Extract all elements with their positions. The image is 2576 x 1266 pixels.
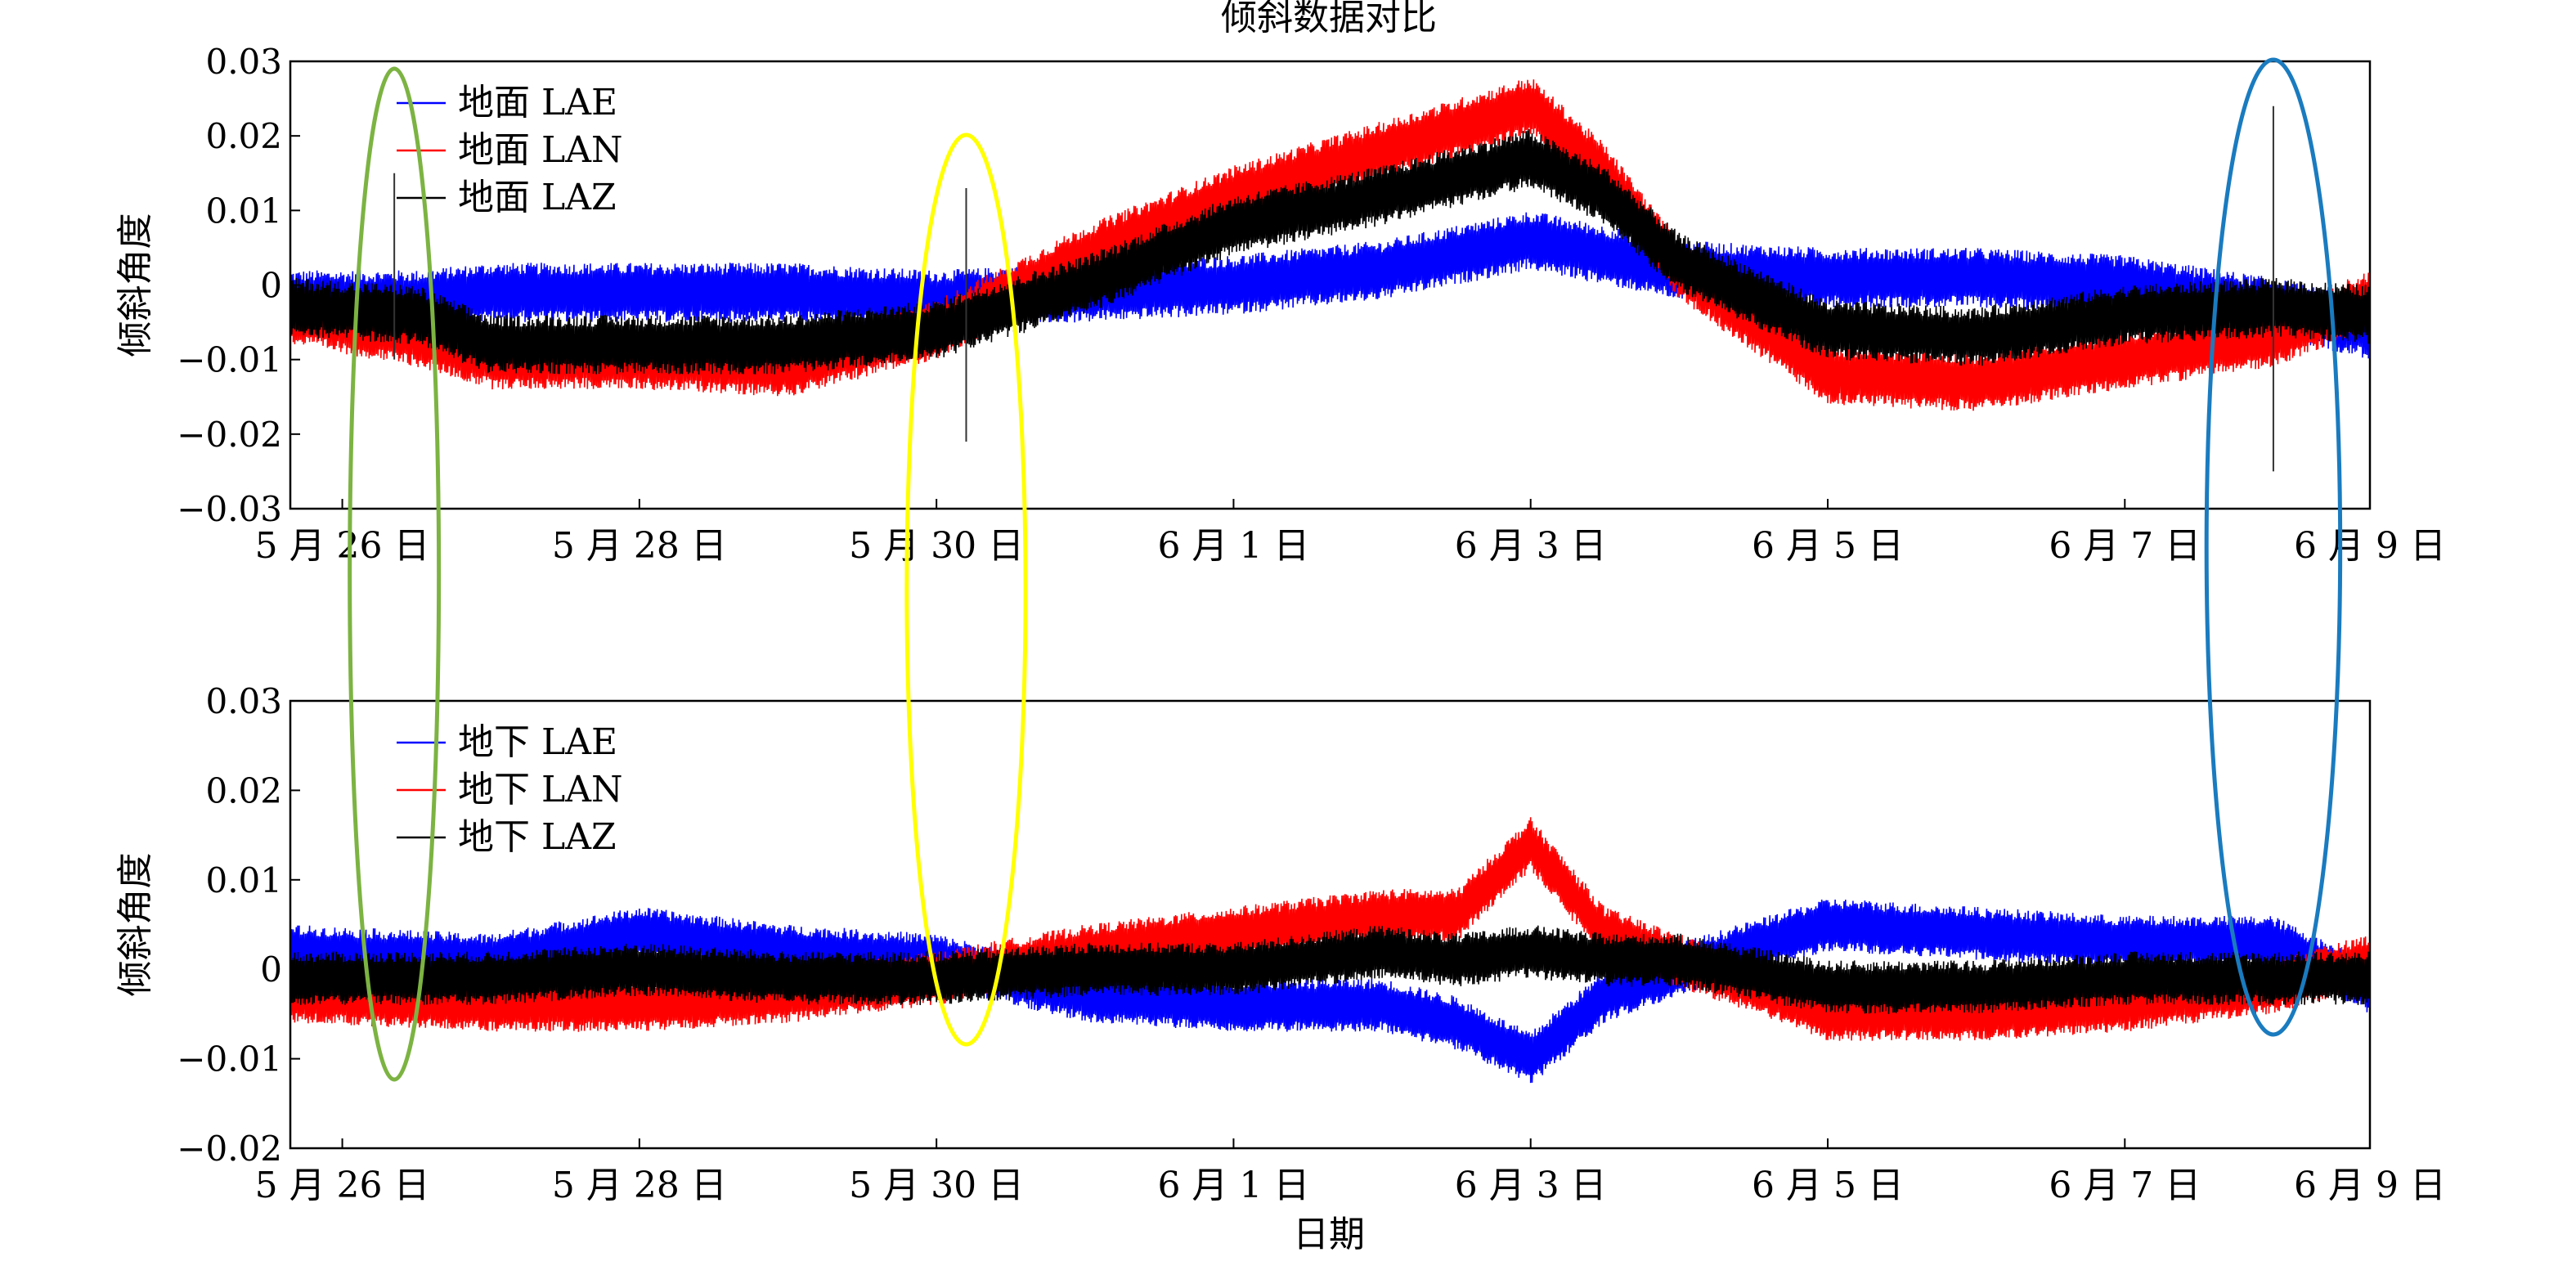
y-tick-label: −0.02	[177, 415, 282, 455]
x-tick-label: 5 月 28 日	[552, 525, 727, 567]
legend-label-LAE: 地面 LAE	[458, 82, 617, 123]
x-tick-label: 6 月 5 日	[1752, 1165, 1904, 1206]
y-tick-label: 0.03	[205, 681, 282, 721]
x-tick-label: 6 月 9 日	[2294, 525, 2446, 567]
y-axis-label: 倾斜角度	[114, 853, 156, 997]
series-line-LAZ	[290, 128, 2370, 375]
series-traces	[290, 79, 2370, 472]
legend-label-LAN: 地面 LAN	[458, 129, 622, 171]
x-tick-label: 5 月 30 日	[849, 1165, 1024, 1206]
series-traces	[290, 817, 2370, 1084]
x-tick-label: 5 月 26 日	[255, 525, 430, 567]
axes-frame	[289, 699, 2372, 1150]
legend-label-LAE: 地下 LAE	[458, 721, 617, 763]
bottom-panel: 0.03 0.02 0.01 0 −0.01 −0.025 月 26 日 5 月 28 日 5…	[114, 681, 2446, 1206]
highlight-ellipse	[904, 132, 1028, 1047]
y-tick-label: 0.01	[205, 191, 282, 231]
x-tick-label: 5 月 28 日	[552, 1165, 727, 1206]
series-line-LAE	[290, 212, 2370, 359]
y-tick-label: −0.01	[177, 340, 282, 380]
x-tick-label: 6 月 3 日	[1455, 525, 1607, 567]
x-tick-label: 5 月 26 日	[255, 1165, 430, 1206]
chart-title: 倾斜数据对比	[1221, 0, 1437, 38]
x-tick-label: 6 月 9 日	[2294, 1165, 2446, 1206]
series-line-LAZ	[290, 925, 2370, 1014]
y-tick-label: 0.02	[205, 116, 282, 156]
x-tick-label: 6 月 1 日	[1157, 1165, 1309, 1206]
top-panel: 0.03 0.02 0.01 0 −0.01 −0.02 −0.035 月 26 日 5 月 …	[114, 42, 2446, 567]
legend: 地下 LAE 地下 LAN 地下 LAZ	[397, 721, 622, 858]
y-tick-label: −0.02	[177, 1129, 282, 1169]
highlight-ellipses	[348, 57, 2343, 1082]
legend-label-LAN: 地下 LAN	[458, 769, 622, 810]
y-tick-label: 0.01	[205, 860, 282, 900]
legend-label-LAZ: 地下 LAZ	[458, 816, 617, 858]
highlight-ellipse	[348, 66, 442, 1082]
x-axis-label: 日期	[1293, 1214, 1365, 1255]
y-tick-label: 0	[260, 950, 282, 990]
x-tick-label: 6 月 7 日	[2049, 1165, 2201, 1206]
y-tick-label: −0.03	[177, 489, 282, 529]
y-tick-label: 0.02	[205, 770, 282, 810]
highlight-ellipse	[2204, 57, 2343, 1037]
x-tick-label: 6 月 5 日	[1752, 525, 1904, 567]
x-tick-label: 6 月 1 日	[1157, 525, 1309, 567]
y-tick-label: 0.03	[205, 42, 282, 82]
y-axis-label: 倾斜角度	[114, 213, 156, 357]
legend-label-LAZ: 地面 LAZ	[458, 177, 617, 218]
x-tick-label: 5 月 30 日	[849, 525, 1024, 567]
x-tick-label: 6 月 7 日	[2049, 525, 2201, 567]
x-tick-label: 6 月 3 日	[1455, 1165, 1607, 1206]
y-tick-label: −0.01	[177, 1039, 282, 1080]
y-tick-label: 0	[260, 266, 282, 306]
legend: 地面 LAE 地面 LAN 地面 LAZ	[397, 82, 622, 218]
